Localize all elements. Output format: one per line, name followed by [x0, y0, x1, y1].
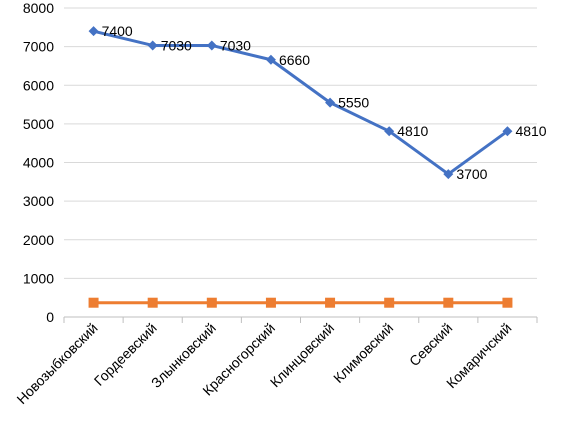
data-label: 7030 — [220, 37, 251, 53]
data-point — [147, 40, 158, 51]
data-label: 4810 — [397, 123, 428, 139]
series-group — [88, 26, 513, 308]
data-point — [502, 126, 513, 137]
data-point — [443, 169, 454, 180]
y-tick-label: 2000 — [23, 232, 54, 248]
data-point — [384, 126, 395, 137]
series-line — [93, 29, 509, 176]
data-label: 5550 — [338, 95, 369, 111]
x-axis: НовозыбковскийГордеевскийЗлынковскийКрас… — [13, 316, 538, 407]
data-label: 7400 — [102, 23, 133, 39]
x-tick-label: Севский — [406, 320, 455, 369]
data-point — [325, 97, 336, 108]
y-axis: 0 1000 2000 3000 4000 5000 6000 7000 8000 — [23, 0, 54, 325]
x-tick-label: Клинцовский — [267, 320, 337, 390]
data-point — [206, 297, 217, 308]
x-tick-label: Климовский — [330, 320, 396, 386]
data-point — [502, 297, 513, 308]
data-point — [88, 297, 99, 308]
data-point — [147, 297, 158, 308]
data-labels: 7400 7030 7030 6660 5550 4810 3700 4810 — [102, 23, 547, 182]
data-point — [384, 297, 395, 308]
data-label: 7030 — [161, 37, 192, 53]
y-tick-label: 8000 — [23, 0, 54, 16]
data-point — [443, 297, 454, 308]
data-point — [88, 26, 99, 37]
data-label: 4810 — [515, 123, 546, 139]
data-point — [325, 297, 336, 308]
y-tick-label: 3000 — [23, 193, 54, 209]
y-tick-label: 1000 — [23, 270, 54, 286]
y-tick-label: 0 — [46, 309, 54, 325]
y-tick-label: 4000 — [23, 155, 54, 171]
y-tick-label: 6000 — [23, 77, 54, 93]
data-label: 6660 — [279, 52, 310, 68]
data-point — [265, 297, 276, 308]
data-point — [265, 54, 276, 65]
data-point — [206, 40, 217, 51]
gridlines — [64, 7, 537, 279]
data-label: 3700 — [456, 166, 487, 182]
y-tick-label: 5000 — [23, 116, 54, 132]
y-tick-label: 7000 — [23, 39, 54, 55]
x-tick-label: Новозыбковский — [13, 320, 100, 407]
